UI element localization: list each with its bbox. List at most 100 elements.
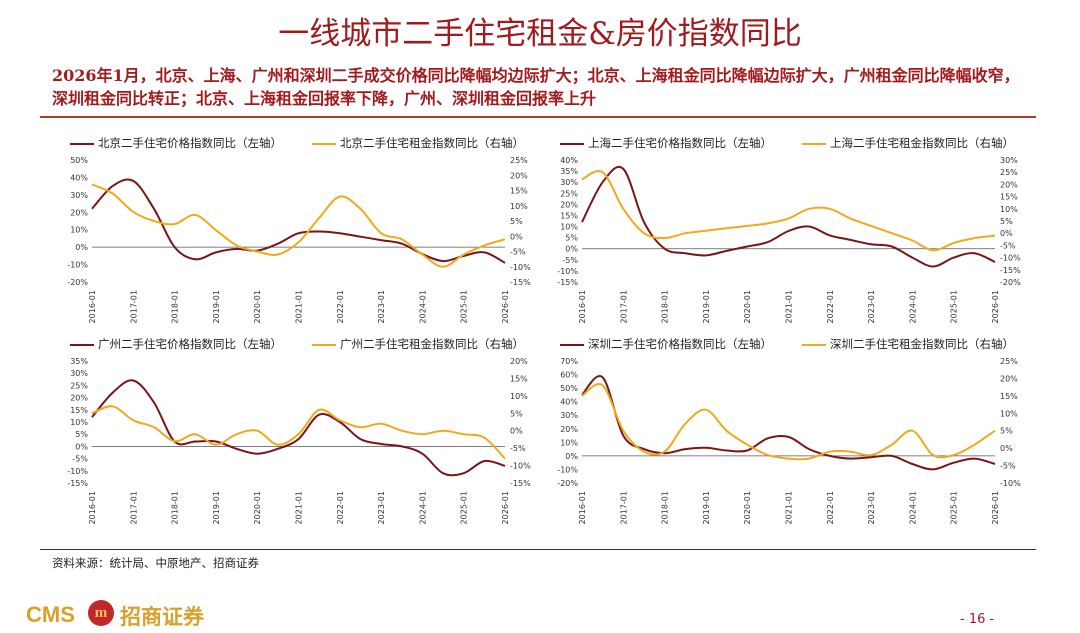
left-tick-label: 0% <box>565 452 578 461</box>
left-tick-label: -15% <box>557 278 578 287</box>
right-tick-label: 20% <box>1000 374 1018 383</box>
x-tick-label: 2026-01 <box>501 290 510 323</box>
left-tick-label: -5% <box>562 256 578 265</box>
left-tick-label: 15% <box>560 211 578 220</box>
right-tick-label: 25% <box>1000 357 1018 366</box>
logo-cn-text: 招商证券 <box>120 604 204 629</box>
x-tick-label: 2026-01 <box>991 290 1000 323</box>
x-tick-label: 2020-01 <box>253 290 262 323</box>
x-tick-label: 2021-01 <box>785 491 794 524</box>
legend-label: 北京二手住宅价格指数同比（左轴） <box>98 136 282 150</box>
x-tick-label: 2018-01 <box>661 290 670 323</box>
right-tick-label: -10% <box>510 462 531 471</box>
x-tick-label: 2020-01 <box>253 491 262 524</box>
divider <box>40 116 1036 118</box>
left-tick-label: 10% <box>560 223 578 232</box>
x-tick-label: 2016-01 <box>88 491 97 524</box>
right-tick-label: 5% <box>510 217 523 226</box>
left-tick-label: 5% <box>565 234 578 243</box>
x-tick-label: 2018-01 <box>171 290 180 323</box>
left-tick-label: 30% <box>560 411 578 420</box>
left-tick-label: -10% <box>557 267 578 276</box>
x-tick-label: 2016-01 <box>88 290 97 323</box>
legend-swatch <box>802 343 826 346</box>
x-tick-label: 2022-01 <box>826 290 835 323</box>
x-tick-label: 2017-01 <box>619 290 628 323</box>
x-tick-label: 2021-01 <box>295 491 304 524</box>
chart-svg: 35% 30% 25% 20% 15% 10% 5% 0% -5% -10% -15% 20% 15% 1… <box>67 357 531 524</box>
x-tick-label: 2021-01 <box>295 290 304 323</box>
right-tick-label: 5% <box>510 409 523 418</box>
left-tick-label: 70% <box>560 357 578 366</box>
right-tick-label: -5% <box>1000 241 1016 250</box>
left-tick-label: 40% <box>560 398 578 407</box>
left-tick-label: 30% <box>70 191 88 200</box>
left-tick-label: 40% <box>70 173 88 182</box>
logo-text: CMS <box>26 602 75 627</box>
x-tick-label: 2019-01 <box>702 290 711 323</box>
right-tick-label: 10% <box>510 202 528 211</box>
legend-swatch <box>312 142 336 145</box>
legend-item: 广州二手住宅租金指数同比（右轴） <box>312 336 524 352</box>
x-tick-label: 2026-01 <box>991 491 1000 524</box>
x-tick-label: 2017-01 <box>129 491 138 524</box>
legend-swatch <box>312 343 336 346</box>
left-tick-label: 50% <box>560 384 578 393</box>
right-tick-label: 25% <box>510 156 528 165</box>
left-tick-label: 15% <box>70 406 88 415</box>
right-tick-label: 15% <box>1000 193 1018 202</box>
left-tick-label: 30% <box>70 369 88 378</box>
right-tick-label: -15% <box>510 479 531 488</box>
x-tick-label: 2023-01 <box>377 290 386 323</box>
legend-swatch <box>70 142 94 145</box>
left-tick-label: 20% <box>560 200 578 209</box>
right-tick-label: -15% <box>1000 266 1021 275</box>
x-tick-label: 2017-01 <box>129 290 138 323</box>
right-tick-label: 25% <box>1000 168 1018 177</box>
right-tick-label: 5% <box>1000 217 1013 226</box>
price-series-line <box>91 178 506 264</box>
right-tick-label: 0% <box>510 427 523 436</box>
legend-item: 深圳二手住宅租金指数同比（右轴） <box>802 336 1014 352</box>
x-tick-label: 2022-01 <box>826 491 835 524</box>
rent-series-line <box>581 170 996 252</box>
legend-item: 上海二手住宅价格指数同比（左轴） <box>560 135 772 151</box>
left-tick-label: 20% <box>70 208 88 217</box>
right-tick-label: 0% <box>1000 444 1013 453</box>
legend-label: 广州二手住宅租金指数同比（右轴） <box>340 337 524 351</box>
x-tick-label: 2025-01 <box>950 491 959 524</box>
left-tick-label: -10% <box>557 465 578 474</box>
x-tick-label: 2019-01 <box>212 491 221 524</box>
chart-shenzhen: 70% 60% 50% 40% 30% 20% 10% 0% -10% -20% 25% 20% 15%… <box>540 335 1030 530</box>
left-tick-label: 20% <box>70 394 88 403</box>
page-number: - 16 - <box>960 612 995 627</box>
page-subtitle: 2026年1月，北京、上海、广州和深圳二手成交价格同比降幅均边际扩大；北京、上海… <box>52 66 1020 108</box>
left-tick-label: -10% <box>67 467 88 476</box>
chart-svg: 40% 35% 30% 25% 20% 15% 10% 5% 0% -5% -10% -15% 30% 2… <box>557 156 1021 323</box>
x-tick-label: 2026-01 <box>501 491 510 524</box>
x-tick-label: 2017-01 <box>619 491 628 524</box>
source-divider <box>40 549 1036 550</box>
legend-item: 深圳二手住宅价格指数同比（左轴） <box>560 336 772 352</box>
left-tick-label: 5% <box>75 430 88 439</box>
x-tick-label: 2022-01 <box>336 290 345 323</box>
left-tick-label: 40% <box>560 156 578 165</box>
price-series-line <box>581 165 996 268</box>
right-tick-label: 30% <box>1000 156 1018 165</box>
price-series-line <box>581 374 996 471</box>
x-tick-label: 2016-01 <box>578 491 587 524</box>
x-tick-label: 2020-01 <box>743 491 752 524</box>
right-tick-label: 5% <box>1000 427 1013 436</box>
x-tick-label: 2016-01 <box>578 290 587 323</box>
right-tick-label: 20% <box>510 171 528 180</box>
chart-legend: 深圳二手住宅价格指数同比（左轴） 深圳二手住宅租金指数同比（右轴） <box>540 335 1030 353</box>
x-tick-label: 2023-01 <box>377 491 386 524</box>
x-tick-label: 2024-01 <box>418 290 427 323</box>
logo-badge-icon: m <box>88 600 114 626</box>
right-tick-label: 10% <box>1000 409 1018 418</box>
right-tick-label: 20% <box>510 357 528 366</box>
legend-item: 北京二手住宅租金指数同比（右轴） <box>312 135 524 151</box>
x-tick-label: 2025-01 <box>460 290 469 323</box>
legend-label: 深圳二手住宅租金指数同比（右轴） <box>830 337 1014 351</box>
x-tick-label: 2019-01 <box>702 491 711 524</box>
